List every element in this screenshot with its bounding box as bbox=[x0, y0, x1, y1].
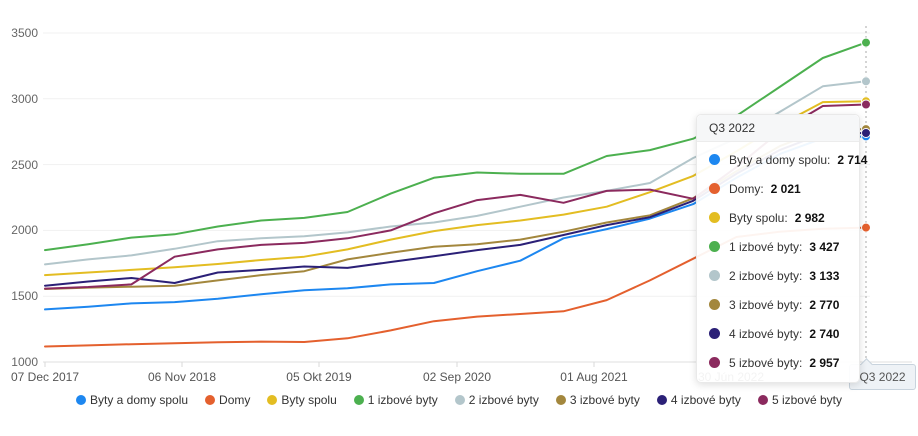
legend-dot-icon bbox=[205, 395, 216, 405]
legend-item-4-izbov-byty[interactable]: 4 izbové byty bbox=[656, 393, 741, 407]
series-marker-2-izbov-byty[interactable] bbox=[861, 76, 871, 87]
legend-dot-icon bbox=[656, 395, 667, 405]
tooltip-series-label: 5 izbové byty: bbox=[729, 355, 803, 370]
legend-dot-icon bbox=[267, 395, 278, 405]
legend-item-domy[interactable]: Domy bbox=[205, 393, 250, 407]
tooltip-series-value: 2 770 bbox=[809, 297, 840, 312]
legend-item-3-izbov-byty[interactable]: 3 izbové byty bbox=[555, 393, 640, 407]
tooltip-series-value: 2 982 bbox=[794, 210, 825, 225]
x-axis-label-01-aug-2021: 01 Aug 2021 bbox=[560, 370, 628, 384]
y-axis-label-2500: 2500 bbox=[11, 157, 38, 172]
tooltip-series-value: 3 427 bbox=[809, 239, 840, 254]
y-axis-label-3500: 3500 bbox=[11, 26, 38, 40]
legend-item-label: Domy bbox=[219, 393, 251, 407]
tooltip-series-label: Byty spolu: bbox=[729, 210, 788, 225]
x-axis-label-02-sep-2020: 02 Sep 2020 bbox=[422, 370, 492, 384]
tooltip-series-dot-icon bbox=[709, 328, 720, 339]
legend-item-byty-a-domy-spolu[interactable]: Byty a domy spolu bbox=[76, 393, 188, 407]
legend-item-label: 2 izbové byty bbox=[468, 393, 539, 407]
tooltip-series-label: 3 izbové byty: bbox=[729, 297, 803, 312]
legend-item-1-izbov-byty[interactable]: 1 izbové byty bbox=[353, 393, 438, 407]
tooltip-series-label: Domy: bbox=[729, 181, 764, 196]
legend-dot-icon bbox=[454, 395, 465, 405]
tooltip-series-dot-icon bbox=[709, 154, 720, 165]
y-axis-label-1000: 1000 bbox=[11, 355, 38, 369]
legend-dot-icon bbox=[757, 395, 768, 405]
y-axis-label-2000: 2000 bbox=[11, 223, 38, 238]
tooltip-row-byty-a-domy-spolu-: Byty a domy spolu: 2 714 bbox=[709, 145, 867, 174]
tooltip-series-value: 2 714 bbox=[837, 152, 868, 167]
series-marker-1-izbov-byty[interactable] bbox=[861, 37, 871, 48]
tooltip-series-label: Byty a domy spolu: bbox=[729, 152, 831, 167]
tooltip-row-domy-: Domy: 2 021 bbox=[709, 174, 851, 203]
tooltip-series-dot-icon bbox=[709, 270, 720, 281]
tooltip-series-value: 2 957 bbox=[809, 355, 840, 370]
tooltip-series-dot-icon bbox=[709, 212, 720, 223]
tooltip-series-label: 2 izbové byty: bbox=[729, 268, 803, 283]
legend-item-2-izbov-byty[interactable]: 2 izbové byty bbox=[454, 393, 539, 407]
tooltip-row-1-izbov-byty-: 1 izbové byty: 3 427 bbox=[709, 232, 851, 261]
legend-item-label: Byty spolu bbox=[281, 393, 337, 407]
legend-dot-icon bbox=[555, 395, 566, 405]
tooltip-series-label: 1 izbové byty: bbox=[729, 239, 803, 254]
tooltip-series-dot-icon bbox=[709, 299, 720, 310]
tooltip-series-dot-icon bbox=[709, 241, 720, 252]
tooltip: Q3 2022 Byty a domy spolu: 2 714 Domy: 2 02… bbox=[696, 114, 867, 383]
tooltip-title: Q3 2022 bbox=[697, 115, 859, 142]
y-axis-label-3000: 3000 bbox=[11, 91, 38, 106]
legend-item-byty-spolu[interactable]: Byty spolu bbox=[267, 393, 337, 407]
legend-item-label: 1 izbové byty bbox=[367, 393, 438, 407]
tooltip-series-value: 3 133 bbox=[809, 268, 840, 283]
tooltip-row-3-izbov-byty-: 3 izbové byty: 2 770 bbox=[709, 290, 851, 319]
legend-item-label: 4 izbové byty bbox=[670, 393, 741, 407]
legend: Byty a domy spolu Domy Byty spolu 1 izbové … bbox=[0, 393, 918, 407]
legend-item-label: Byty a domy spolu bbox=[90, 393, 189, 407]
x-axis-label-06-nov-2018: 06 Nov 2018 bbox=[147, 370, 217, 384]
legend-item-label: 3 izbové byty bbox=[569, 393, 640, 407]
tooltip-series-dot-icon bbox=[709, 357, 720, 368]
legend-dot-icon bbox=[353, 395, 364, 405]
series-marker-domy[interactable] bbox=[861, 222, 871, 233]
tooltip-row-4-izbov-byty-: 4 izbové byty: 2 740 bbox=[709, 319, 851, 348]
tooltip-series-value: 2 021 bbox=[770, 181, 801, 196]
tooltip-series-value: 2 740 bbox=[809, 326, 840, 341]
x-axis-label-05-okt-2019: 05 Okt 2019 bbox=[286, 370, 352, 384]
tooltip-series-label: 4 izbové byty: bbox=[729, 326, 803, 341]
tooltip-row-byty-spolu-: Byty spolu: 2 982 bbox=[709, 203, 851, 232]
series-marker-4-izbov-byty[interactable] bbox=[861, 128, 871, 138]
x-axis-label-07-dec-2017: 07 Dec 2017 bbox=[10, 370, 80, 384]
tooltip-series-dot-icon bbox=[709, 183, 720, 194]
legend-item-5-izbov-byty[interactable]: 5 izbové byty bbox=[757, 393, 842, 407]
tooltip-row-2-izbov-byty-: 2 izbové byty: 3 133 bbox=[709, 261, 851, 290]
y-axis-label-1500: 1500 bbox=[11, 289, 38, 304]
tooltip-rows: Byty a domy spolu: 2 714 Domy: 2 021 Byty sp… bbox=[697, 142, 867, 382]
tooltip-row-5-izbov-byty-: 5 izbové byty: 2 957 bbox=[709, 348, 851, 377]
series-marker-5-izbov-byty[interactable] bbox=[861, 99, 871, 110]
legend-dot-icon bbox=[76, 395, 86, 405]
legend-item-label: 5 izbové byty bbox=[771, 393, 842, 407]
crosshair-label-text: Q3 2022 bbox=[859, 370, 906, 384]
crosshair-axis-label: Q3 2022 bbox=[849, 358, 916, 390]
